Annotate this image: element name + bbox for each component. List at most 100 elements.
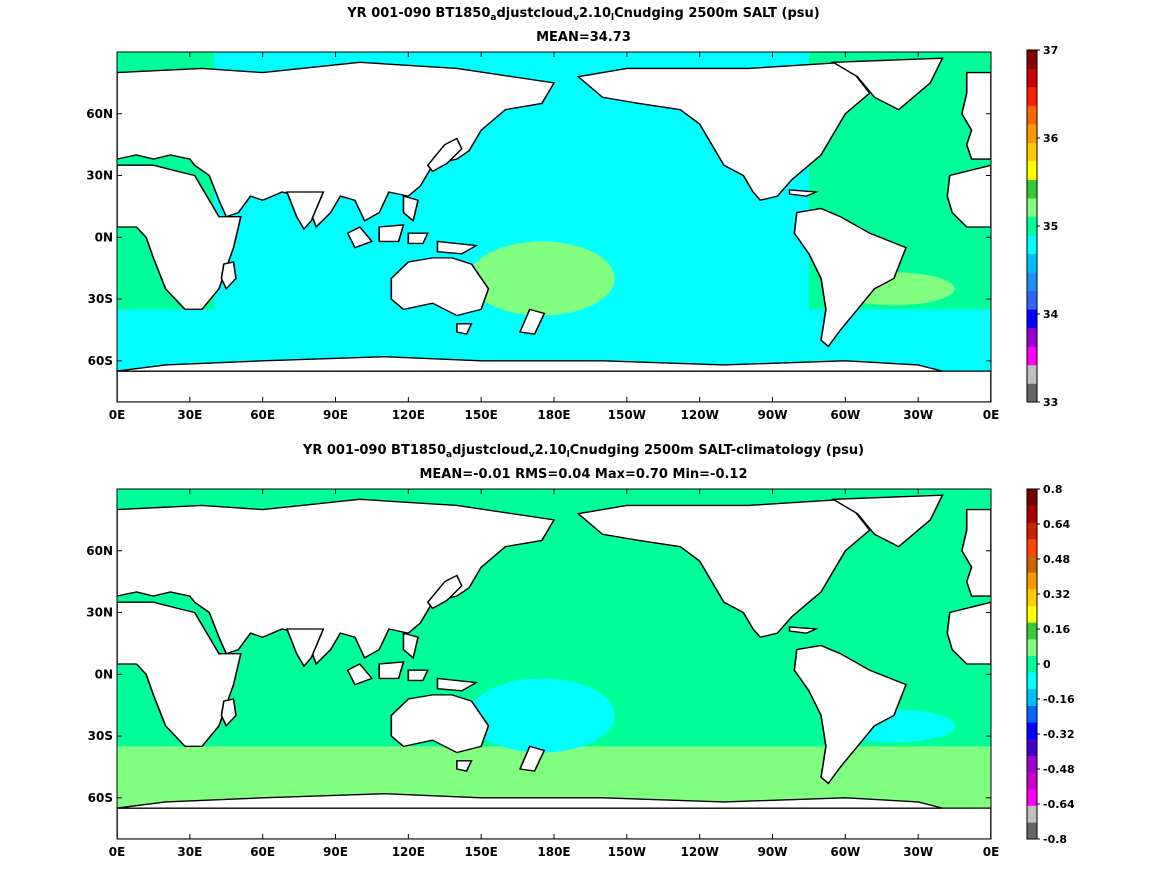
- colorbar-swatch: [1027, 705, 1037, 723]
- colorbar-tick-label: 0.32: [1043, 588, 1070, 601]
- colorbar-swatch: [1027, 522, 1037, 540]
- colorbar-swatch: [1027, 216, 1037, 236]
- colorbar-tick-label: 0.64: [1043, 518, 1070, 531]
- y-tick-label: 30S: [88, 292, 113, 306]
- colorbar-swatch: [1027, 161, 1037, 180]
- colorbar-swatch: [1027, 290, 1037, 310]
- colorbar-tick-label: 0.8: [1043, 483, 1063, 496]
- colorbar-swatch: [1027, 50, 1037, 69]
- panel2-stats: MEAN=-0.01 RMS=0.04 Max=0.70 Min=-0.12: [419, 467, 748, 482]
- x-tick-label: 60W: [830, 845, 860, 859]
- x-tick-label: 120W: [681, 408, 719, 422]
- colorbar-swatch: [1027, 87, 1037, 106]
- panel1-stats: MEAN=34.73: [536, 30, 631, 45]
- colorbar-swatch: [1027, 555, 1037, 573]
- y-tick-label: 0N: [95, 230, 113, 244]
- x-tick-label: 180E: [537, 408, 570, 422]
- x-tick-label: 90W: [758, 845, 788, 859]
- map-plot-area: [117, 489, 991, 839]
- x-tick-label: 150E: [465, 845, 498, 859]
- x-tick-label: 0E: [983, 408, 1000, 422]
- colorbar-tick-label: 37: [1043, 44, 1058, 57]
- colorbar-swatch: [1027, 105, 1037, 125]
- colorbar-tick-label: 0.48: [1043, 553, 1070, 566]
- colorbar-tick-label: -0.48: [1043, 763, 1075, 776]
- colorbar-tick-label: 35: [1043, 220, 1058, 233]
- colorbar-swatch: [1027, 346, 1037, 366]
- colorbar-swatch: [1027, 198, 1037, 218]
- x-tick-label: 120W: [681, 845, 719, 859]
- x-tick-label: 30W: [903, 845, 933, 859]
- colorbar-swatch: [1027, 589, 1037, 606]
- panel2-title: YR 001-090 BT1850adjustcloudv2.10lCnudgi…: [302, 443, 865, 460]
- colorbar-swatch: [1027, 235, 1037, 255]
- colorbar-tick-label: 34: [1043, 308, 1059, 321]
- x-tick-label: 0E: [983, 845, 1000, 859]
- x-tick-label: 150E: [465, 408, 498, 422]
- colorbar-swatch: [1027, 772, 1037, 790]
- colorbar-tick-label: -0.8: [1043, 833, 1067, 846]
- colorbar-tick-label: -0.16: [1043, 693, 1075, 706]
- south-pacific-anomaly: [469, 678, 615, 753]
- colorbar-swatch: [1027, 605, 1037, 623]
- colorbar-swatch: [1027, 539, 1037, 556]
- x-tick-label: 60W: [830, 408, 860, 422]
- map-plot-area: [117, 52, 991, 402]
- y-tick-label: 60S: [88, 791, 113, 805]
- x-tick-label: 120E: [392, 845, 425, 859]
- colorbar-swatch: [1027, 572, 1037, 590]
- colorbar-swatch: [1027, 142, 1037, 162]
- colorbar-swatch: [1027, 672, 1037, 690]
- x-tick-label: 120E: [392, 408, 425, 422]
- colorbar-1: 37 36 35 34 33: [1026, 44, 1059, 409]
- y-tick-label: 30S: [88, 729, 113, 743]
- colorbar-swatch: [1027, 722, 1037, 740]
- colorbar-swatch: [1027, 822, 1037, 840]
- colorbar-swatch: [1027, 622, 1037, 640]
- y-tick-label: 60N: [86, 544, 113, 558]
- colorbar-tick-label: 0.16: [1043, 623, 1070, 636]
- colorbar-swatch: [1027, 739, 1037, 756]
- panel1-title: YR 001-090 BT1850adjustcloudv2.10lCnudgi…: [347, 6, 820, 23]
- x-tick-label: 180E: [537, 845, 570, 859]
- x-tick-label: 60E: [250, 845, 275, 859]
- y-tick-label: 30N: [86, 169, 113, 183]
- colorbar-swatch: [1027, 272, 1037, 292]
- colorbar-swatch: [1027, 505, 1037, 523]
- map-panel-2: 0E 30E 60E 90E 120E 150E 180E 150W 120W 90W 60W 30W…: [86, 483, 1075, 859]
- colorbar-swatch: [1027, 68, 1037, 88]
- colorbar-tick-label: -0.32: [1043, 728, 1075, 741]
- colorbar-swatch: [1027, 253, 1037, 273]
- colorbar-swatch: [1027, 383, 1037, 403]
- x-tick-label: 90E: [323, 408, 348, 422]
- y-tick-label: 60N: [86, 107, 113, 121]
- colorbar-swatch: [1027, 789, 1037, 806]
- colorbar-swatch: [1027, 805, 1037, 823]
- colorbar-tick-label: -0.64: [1043, 798, 1075, 811]
- colorbar-swatch: [1027, 489, 1037, 506]
- y-tick-label: 0N: [95, 667, 113, 681]
- x-tick-label: 90E: [323, 845, 348, 859]
- x-tick-label: 0E: [109, 408, 126, 422]
- colorbar-tick-label: 0: [1043, 658, 1051, 671]
- x-tick-label: 60E: [250, 408, 275, 422]
- colorbar-tick-label: 33: [1043, 396, 1058, 409]
- colorbar-2: 0.8 0.64 0.48 0.32 0.16 0 -0.16 -0.32 -0.48 -0.64…: [1026, 483, 1075, 846]
- x-tick-label: 30E: [177, 408, 202, 422]
- y-tick-label: 60S: [88, 354, 113, 368]
- x-tick-label: 0E: [109, 845, 126, 859]
- colorbar-swatch: [1027, 639, 1037, 656]
- x-tick-label: 30E: [177, 845, 202, 859]
- south-pacific-anomaly: [469, 241, 615, 316]
- colorbar-swatch: [1027, 755, 1037, 773]
- colorbar-swatch: [1027, 327, 1037, 347]
- x-tick-label: 150W: [608, 408, 646, 422]
- x-tick-label: 150W: [608, 845, 646, 859]
- colorbar-swatch: [1027, 179, 1037, 199]
- colorbar-swatch: [1027, 309, 1037, 329]
- map-panel-1: 0E 30E 60E 90E 120E 150E 180E 150W 120W 90W 60W 30W…: [86, 44, 1058, 422]
- colorbar-swatch: [1027, 689, 1037, 706]
- y-tick-label: 30N: [86, 606, 113, 620]
- x-tick-label: 90W: [758, 408, 788, 422]
